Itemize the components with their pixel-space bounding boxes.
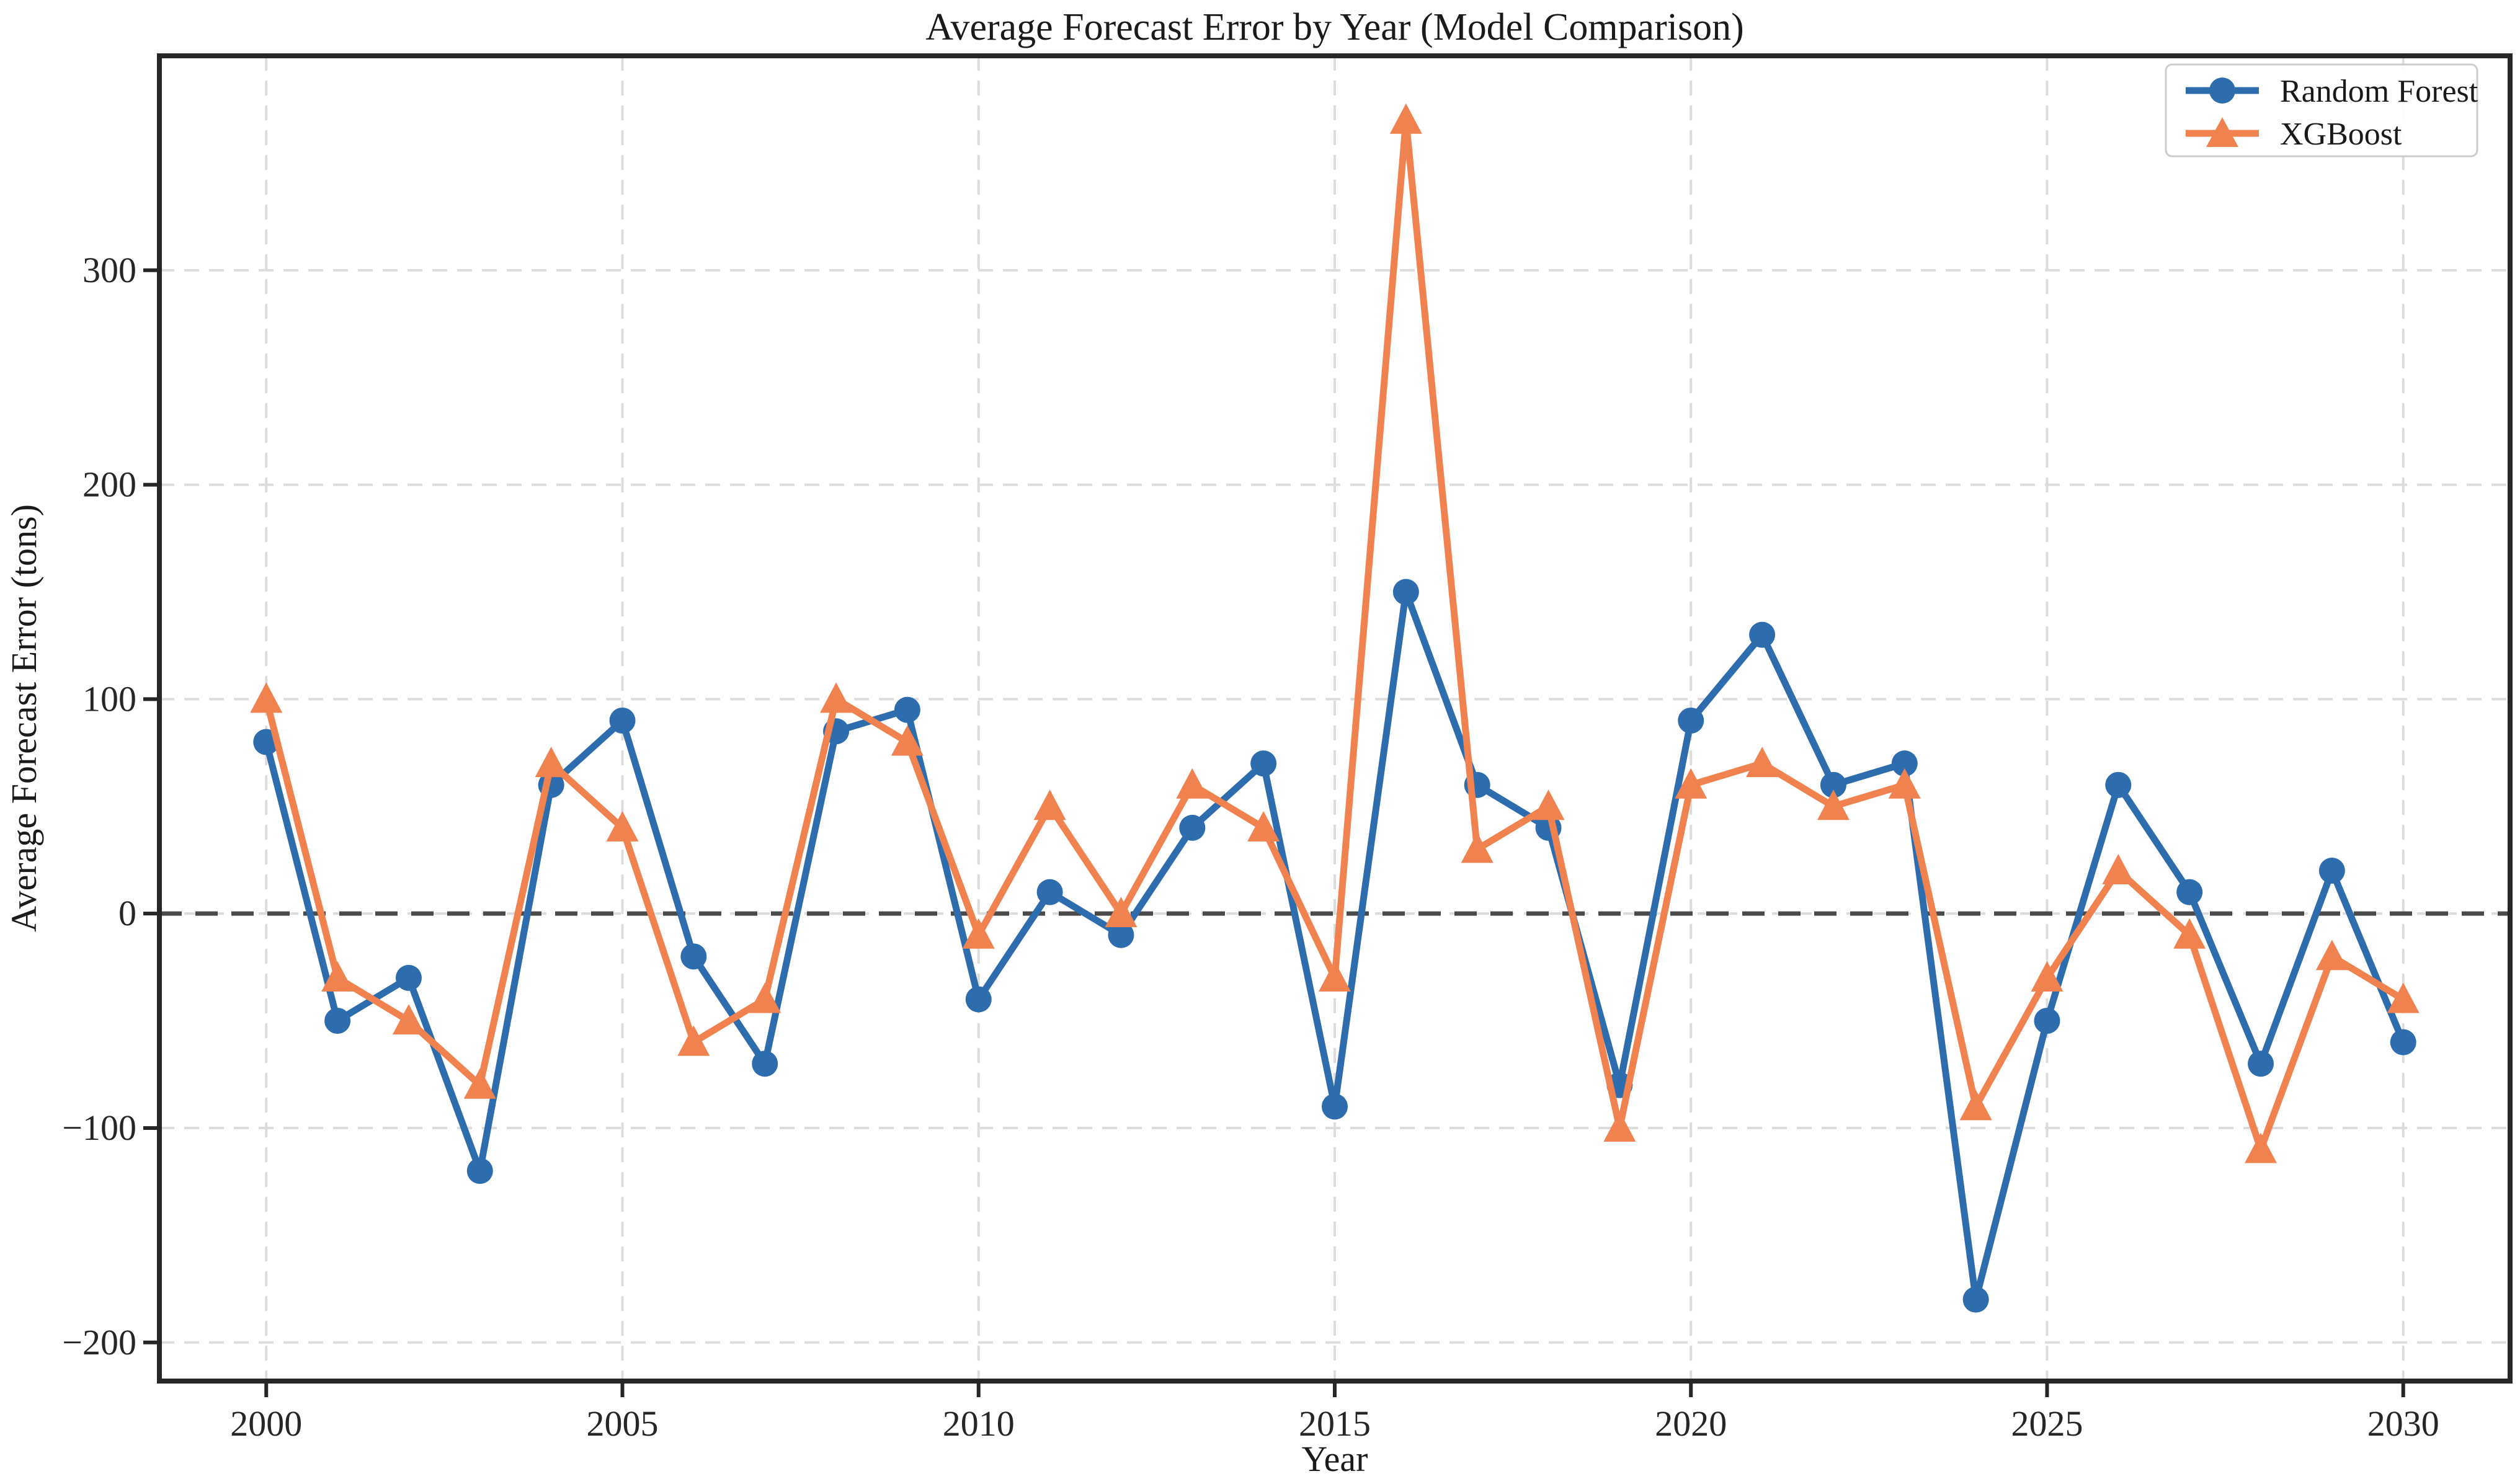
data-point-marker-triangle [677,1025,710,1056]
series-layer [250,103,2420,1313]
data-point-marker-triangle [1603,1111,1636,1142]
data-point-marker-triangle [1247,811,1280,842]
x-tick-label: 2010 [943,1403,1015,1444]
data-point-marker-circle [1962,1286,1989,1313]
x-tick-label: 2030 [2367,1403,2439,1444]
legend: Random Forest XGBoost [2165,63,2478,158]
data-point-marker-triangle [2315,940,2348,971]
data-point-marker-triangle [250,682,283,713]
data-point-marker-triangle [1105,897,1138,928]
data-point-marker-circle [1749,621,1776,648]
data-point-marker-circle [2176,879,2203,905]
y-tick-label: −100 [62,1108,136,1148]
data-point-marker-triangle [820,682,853,713]
data-point-marker-triangle [392,1004,425,1035]
data-point-marker-triangle [321,961,354,992]
data-point-marker-triangle [2387,982,2420,1013]
x-tick-label: 2020 [1655,1403,1727,1444]
data-point-marker-circle [2318,858,2345,884]
data-point-marker-triangle [1888,768,1921,799]
data-point-marker-triangle [1389,103,1422,134]
data-point-marker-triangle [2173,918,2206,949]
data-point-marker-circle [1108,922,1134,948]
data-point-marker-circle [395,964,422,991]
legend-marker-circle-icon [2209,78,2235,104]
legend-label-xgboost: XGBoost [2280,117,2402,152]
data-point-marker-triangle [1461,832,1494,863]
data-point-marker-triangle [535,747,568,778]
data-point-marker-circle [1322,1093,1348,1120]
y-tick-label: 0 [118,893,136,933]
data-point-marker-triangle [2031,961,2064,992]
data-point-marker-circle [2390,1029,2416,1055]
y-tick-label: −200 [62,1322,136,1362]
chart-title: Average Forecast Error by Year (Model Co… [925,6,1743,48]
data-point-marker-circle [2105,771,2132,798]
data-point-marker-triangle [463,1068,496,1099]
tick-layer: 2000 2005 2010 2015 2020 2025 2030 −200 −100 0 100… [62,250,2439,1444]
data-point-marker-triangle [1319,961,1351,992]
data-point-marker-circle [965,986,992,1013]
y-tick-label: 100 [82,678,136,719]
data-point-marker-circle [752,1051,778,1077]
y-axis-label: Average Forecast Error (tons) [4,504,44,932]
data-point-marker-triangle [962,918,995,949]
data-point-marker-circle [1179,814,1206,841]
x-tick-label: 2005 [587,1403,659,1444]
data-point-marker-circle [894,696,920,723]
x-tick-label: 2000 [230,1403,302,1444]
data-point-marker-triangle [1675,768,1707,799]
data-point-marker-circle [1820,771,1846,798]
data-point-marker-circle [1678,707,1704,734]
data-point-marker-circle [1250,750,1277,777]
data-point-marker-triangle [1532,789,1565,820]
legend-label-random-forest: Random Forest [2280,74,2478,109]
data-point-marker-triangle [2245,1132,2277,1163]
plot-border [157,53,2513,1384]
data-point-marker-circle [1891,750,1918,777]
y-tick-label: 200 [82,464,136,505]
data-point-marker-triangle [1176,768,1209,799]
data-point-marker-triangle [1033,789,1066,820]
y-tick-label: 300 [82,250,136,290]
data-point-marker-triangle [2102,854,2135,885]
data-point-marker-triangle [891,725,924,756]
data-point-marker-triangle [1817,789,1850,820]
legend-item-random-forest: Random Forest [2186,74,2478,109]
data-point-marker-circle [324,1008,351,1034]
data-point-marker-circle [466,1158,493,1184]
x-tick-label: 2025 [2011,1403,2083,1444]
grid-layer [159,56,2510,1381]
legend-marker-triangle-icon [2206,117,2238,147]
data-point-marker-triangle [1959,1090,1992,1121]
data-point-marker-triangle [749,982,781,1013]
legend-item-xgboost: XGBoost [2186,117,2402,152]
data-point-marker-circle [2034,1008,2060,1034]
x-tick-label: 2015 [1299,1403,1371,1444]
data-point-marker-circle [1392,579,1419,605]
x-axis-label: Year [1302,1439,1368,1479]
data-point-marker-circle [1036,879,1063,905]
data-point-marker-circle [680,943,707,970]
data-point-marker-circle [2248,1051,2274,1077]
data-point-marker-triangle [1746,747,1779,778]
data-point-marker-circle [609,707,636,734]
data-point-marker-triangle [606,811,639,842]
